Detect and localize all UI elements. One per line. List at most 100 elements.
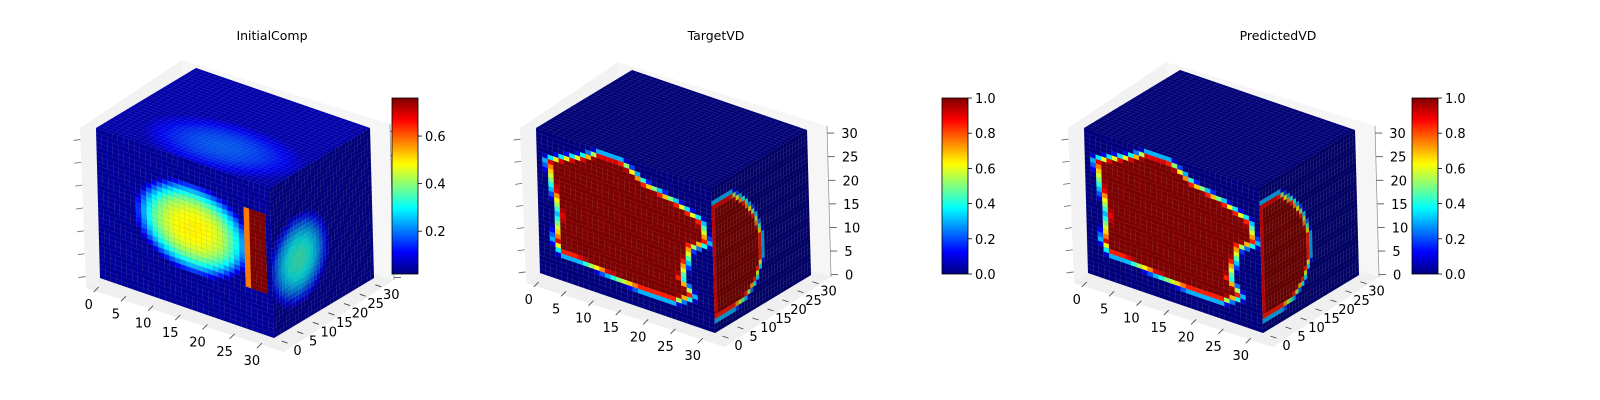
- z-tick-label: 0: [845, 269, 853, 284]
- colorbar: 0.2 0.4 0.6: [391, 97, 446, 275]
- left-tick: [516, 227, 524, 230]
- left-tick: [513, 138, 521, 141]
- z-tick-label: 10: [1392, 221, 1409, 236]
- left-tick: [515, 205, 524, 207]
- x-tick-label: 20: [630, 330, 647, 345]
- colorbar-gradient: [941, 97, 969, 275]
- y-tick-label: 0: [1282, 339, 1290, 354]
- x-tick: [615, 309, 622, 316]
- x-tick: [1190, 319, 1197, 325]
- y-tick-label: 20: [1338, 303, 1355, 318]
- z-axis-line: [826, 125, 832, 278]
- z-tick-label: 25: [842, 151, 859, 166]
- y-tick: [737, 326, 744, 330]
- side-face: [1258, 129, 1360, 334]
- x-tick: [120, 296, 127, 302]
- top-face: [535, 69, 808, 189]
- colorbar-tick-label: 0.6: [1445, 162, 1466, 177]
- y-tick: [1300, 317, 1307, 321]
- x-tick: [1163, 309, 1170, 316]
- left-tick: [514, 160, 522, 163]
- x-tick: [229, 333, 235, 340]
- x-tick: [670, 328, 676, 335]
- y-tick-label: 25: [805, 294, 822, 309]
- x-tick-label: 5: [112, 307, 120, 322]
- colorbar-tick-label: 0.0: [975, 268, 996, 283]
- left-tick: [77, 253, 85, 256]
- y-tick-label: 30: [1368, 285, 1385, 300]
- y-tick-label: 15: [1323, 312, 1340, 327]
- voxel-cube: [95, 67, 375, 339]
- voxel-cube: [535, 69, 812, 334]
- x-tick: [1218, 328, 1224, 335]
- front-face: [1083, 127, 1264, 334]
- y-tick-label: 10: [1308, 321, 1325, 336]
- z-tick-label: 5: [1392, 245, 1400, 260]
- panel-title: InitialComp: [236, 28, 307, 43]
- x-tick-label: 15: [1150, 321, 1167, 336]
- top-face: [95, 67, 371, 189]
- z-tick-label: 30: [841, 127, 858, 142]
- x-tick-label: 0: [85, 298, 93, 313]
- y-tick-label: 5: [1297, 330, 1305, 345]
- z-tick-label: 25: [1390, 151, 1407, 166]
- y-tick: [767, 308, 774, 312]
- left-tick: [75, 184, 83, 187]
- y-tick: [297, 331, 304, 335]
- x-tick-label: 15: [602, 321, 619, 336]
- y-tick-label: 10: [321, 325, 338, 340]
- colorbar-tick-label: 0.0: [1445, 268, 1466, 283]
- x-tick-label: 25: [657, 340, 674, 355]
- y-tick-label: 30: [383, 288, 400, 303]
- y-tick: [281, 340, 288, 344]
- y-tick-label: 20: [790, 303, 807, 318]
- colorbar-tick-label: 0.6: [975, 162, 996, 177]
- z-tick-label: 30: [1389, 127, 1406, 142]
- x-tick: [93, 286, 100, 293]
- y-tick: [1285, 326, 1292, 330]
- x-tick: [147, 305, 154, 311]
- y-tick: [312, 321, 319, 325]
- x-tick-label: 30: [1233, 349, 1250, 364]
- y-tick-label: 5: [309, 335, 317, 350]
- y-tick: [722, 335, 729, 339]
- x-tick: [202, 324, 208, 330]
- left-tick: [515, 182, 523, 185]
- colorbar: 0.0 0.2 0.4 0.6 0.8 1.0: [1411, 92, 1466, 283]
- x-tick: [256, 342, 263, 349]
- colorbar-tick-label: 0.2: [1445, 233, 1466, 248]
- x-tick-label: 0: [1073, 293, 1081, 308]
- x-tick: [642, 319, 649, 325]
- x-tick: [174, 314, 181, 321]
- z-tick-label: 20: [842, 174, 859, 189]
- panel-title: PredictedVD: [1240, 28, 1317, 43]
- front-face: [535, 127, 716, 334]
- y-tick-label: 5: [749, 330, 757, 345]
- x-tick-label: 30: [244, 354, 261, 369]
- y-tick: [328, 312, 335, 316]
- y-tick: [812, 281, 819, 285]
- x-tick-label: 25: [216, 345, 233, 360]
- x-tick: [588, 300, 594, 306]
- colorbar-tick-label: 0.2: [425, 225, 446, 240]
- left-tick: [74, 161, 82, 164]
- x-tick: [1108, 291, 1115, 297]
- x-tick: [533, 281, 540, 288]
- left-tick: [518, 271, 526, 274]
- colorbar-tick-label: 0.4: [975, 198, 996, 213]
- colorbar-gradient: [391, 97, 419, 275]
- x-tick-label: 10: [575, 312, 592, 327]
- x-tick-label: 10: [1123, 312, 1140, 327]
- left-tick: [1065, 249, 1073, 252]
- y-tick-label: 25: [367, 297, 384, 312]
- y-tick-label: 15: [775, 312, 792, 327]
- side-face: [710, 129, 812, 334]
- colorbar-tick-label: 0.8: [1445, 127, 1466, 142]
- y-tick-label: 20: [352, 307, 369, 322]
- colorbar: 0.0 0.2 0.4 0.6 0.8 1.0: [941, 92, 996, 283]
- left-tick: [1064, 227, 1072, 230]
- left-tick: [1061, 138, 1069, 141]
- x-tick-label: 20: [1178, 330, 1195, 345]
